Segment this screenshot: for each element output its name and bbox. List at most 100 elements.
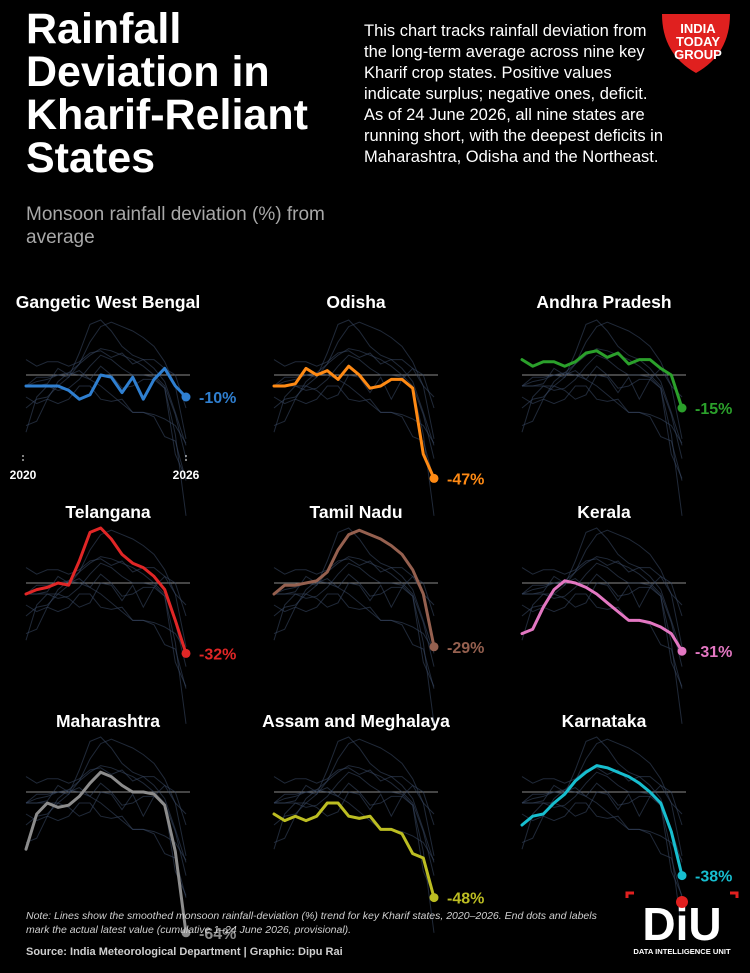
x-tick-label: 2020	[10, 468, 37, 482]
background-series-line	[522, 575, 683, 609]
background-series-line	[273, 385, 435, 481]
end-label: -47%	[447, 471, 484, 488]
background-series-line	[25, 738, 187, 856]
background-series-line	[273, 738, 435, 856]
series-line	[272, 364, 436, 480]
background-series-line	[273, 580, 435, 652]
background-series-line	[273, 348, 435, 459]
background-series-line	[273, 562, 435, 724]
india-today-logo: INDIA TODAY GROUP	[662, 14, 730, 73]
background-series-line	[25, 765, 187, 876]
background-series-line	[273, 558, 435, 617]
background-series-line	[521, 319, 683, 446]
end-dot	[677, 403, 687, 413]
series-line	[520, 579, 684, 653]
background-series-line	[522, 784, 683, 818]
background-series-line	[26, 784, 187, 818]
end-dot	[181, 392, 191, 402]
background-series-line	[273, 350, 435, 409]
background-series-line	[521, 529, 683, 647]
background-series-line	[273, 767, 435, 826]
end-label: -64%	[199, 926, 236, 943]
background-series-line	[521, 385, 683, 481]
panel-title: Tamil Nadu	[309, 502, 403, 522]
background-series-line	[25, 580, 187, 652]
background-series-line	[274, 575, 435, 609]
chart-subtitle: Monsoon rainfall deviation (%) from aver…	[26, 204, 325, 248]
panel-title: Karnataka	[561, 711, 647, 731]
series-line	[24, 526, 188, 655]
panel-title: Kerala	[577, 502, 631, 522]
background-series-line	[522, 367, 683, 401]
background-series-line	[521, 771, 683, 933]
background-series-line	[25, 593, 187, 689]
background-series-line	[521, 556, 683, 667]
background-series-line	[25, 385, 187, 481]
background-series-line	[521, 736, 683, 863]
panel-title: Andhra Pradesh	[536, 292, 672, 312]
background-series-line	[25, 372, 187, 444]
series-line	[272, 528, 436, 649]
end-dot	[181, 648, 191, 658]
series-line	[24, 770, 188, 935]
background-series-line	[273, 736, 435, 863]
logo-line-2: TODAY	[676, 34, 720, 49]
end-dot	[429, 642, 439, 652]
end-label: -29%	[447, 640, 484, 657]
background-series-line	[521, 558, 683, 617]
end-label: -10%	[199, 390, 236, 407]
background-series-line	[521, 321, 683, 439]
panel-title: Telangana	[65, 502, 151, 522]
footnote: Note: Lines show the smoothed monsoon ra…	[26, 910, 597, 936]
panel-title: Assam and Meghalaya	[262, 711, 450, 731]
background-series-line	[521, 738, 683, 856]
background-series-line	[25, 802, 187, 898]
background-series-line	[521, 802, 683, 898]
diu-logo: DiU DATA INTELLIGENCE UNIT	[625, 891, 739, 956]
source-credit: Source: India Meteorological Department …	[26, 946, 343, 958]
background-series-line	[273, 789, 435, 861]
background-series-line	[521, 527, 683, 654]
end-label: -32%	[199, 646, 236, 663]
background-series-line	[274, 784, 435, 818]
background-series-line	[273, 593, 435, 689]
panel-title: Gangetic West Bengal	[15, 292, 201, 312]
background-series-line	[521, 354, 683, 516]
series-line	[520, 764, 684, 878]
diu-tagline: DATA INTELLIGENCE UNIT	[633, 947, 731, 956]
end-dot	[677, 871, 687, 881]
background-series-line	[25, 789, 187, 861]
end-dot	[181, 928, 191, 938]
background-series-line	[25, 558, 187, 617]
logo-line-1: INDIA	[680, 21, 716, 36]
background-series-line	[25, 736, 187, 863]
background-series-line	[25, 556, 187, 667]
panel-title: Odisha	[326, 292, 386, 312]
background-series-line	[273, 556, 435, 667]
end-label: -15%	[695, 401, 732, 418]
background-series-line	[25, 354, 187, 516]
chart-description: This chart tracks rainfall deviation fro…	[364, 22, 664, 166]
end-dot	[429, 893, 439, 903]
background-series-line	[273, 771, 435, 933]
background-series-line	[521, 348, 683, 459]
series-line	[24, 366, 188, 401]
background-series-line	[521, 372, 683, 444]
background-series-line	[521, 767, 683, 826]
background-series-line	[25, 350, 187, 409]
chart-title: Rainfall Deviation in Kharif-Reliant Sta…	[26, 5, 308, 182]
background-series-line	[273, 765, 435, 876]
series-line	[520, 349, 684, 410]
logo-line-3: GROUP	[674, 47, 722, 62]
x-tick-label: 2026	[173, 468, 200, 482]
end-label: -48%	[447, 891, 484, 908]
end-dot	[429, 473, 439, 483]
end-dot	[677, 646, 687, 656]
background-series-line	[25, 562, 187, 724]
background-series-line	[25, 348, 187, 459]
end-label: -31%	[695, 644, 732, 661]
background-series-line	[25, 767, 187, 826]
background-series-line	[521, 593, 683, 689]
panel-title: Maharashtra	[55, 711, 161, 731]
